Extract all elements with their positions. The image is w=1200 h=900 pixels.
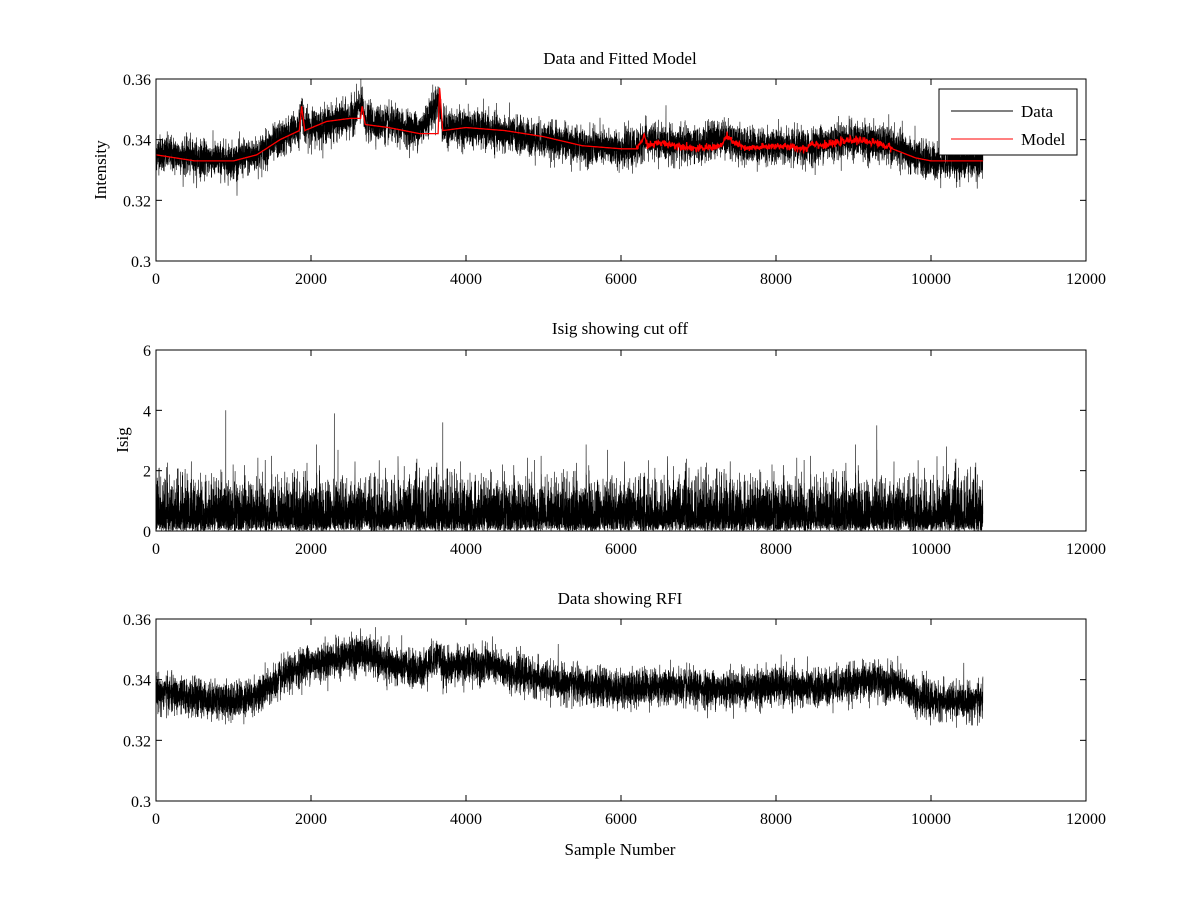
y-tick-label: 0.3: [131, 794, 151, 811]
panel-isig: Isig showing cut off Isig 0 2000 4000 6000 8…: [113, 319, 1106, 558]
x-tick-label: 2000: [295, 271, 327, 288]
x-tick-label: 10000: [911, 271, 951, 288]
y-tick-label: 0.32: [123, 193, 151, 210]
x-tick-label: 0: [152, 811, 160, 828]
x-tick-label: 6000: [605, 541, 637, 558]
x-tick-label: 2000: [295, 541, 327, 558]
x-axis-label: Sample Number: [565, 840, 676, 859]
axis-ticks: 0 2000 4000 6000 8000 10000 12000 0 2 4 6: [143, 343, 1106, 558]
legend: Data Model: [938, 88, 1078, 156]
y-tick-label: 0.36: [123, 72, 151, 89]
legend-label-model: Model: [1021, 130, 1066, 149]
x-tick-label: 12000: [1066, 541, 1106, 558]
x-tick-label: 12000: [1066, 271, 1106, 288]
x-tick-label: 8000: [760, 541, 792, 558]
y-tick-label: 0.36: [123, 612, 151, 629]
y-tick-label: 6: [143, 343, 151, 360]
plot-area: [155, 78, 984, 196]
x-tick-label: 4000: [450, 271, 482, 288]
y-axis-label: Isig: [113, 427, 132, 453]
axes-frame: [155, 78, 1087, 262]
series-line: [155, 410, 984, 532]
y-tick-label: 0.3: [131, 254, 151, 271]
plot-area: [155, 627, 984, 728]
panel-data-rfi: Data showing RFI 0 2000 4000 6000 8000 10000 1…: [123, 589, 1106, 859]
x-tick-label: 6000: [605, 271, 637, 288]
legend-label-data: Data: [1021, 102, 1054, 121]
y-tick-label: 0: [143, 524, 151, 541]
x-tick-label: 10000: [911, 541, 951, 558]
panel-title: Data and Fitted Model: [543, 49, 697, 68]
panel-data-and-model: Data and Fitted Model Intensity 0 2000 400…: [91, 49, 1106, 288]
series-line-model: [155, 88, 983, 162]
x-tick-label: 6000: [605, 811, 637, 828]
x-tick-label: 12000: [1066, 811, 1106, 828]
series-line-data: [155, 78, 984, 196]
x-tick-label: 2000: [295, 811, 327, 828]
x-tick-label: 10000: [911, 811, 951, 828]
axis-ticks: 0 2000 4000 6000 8000 10000 12000 0.3 0.32 0.34 0.…: [123, 72, 1106, 288]
x-tick-label: 8000: [760, 811, 792, 828]
panel-title: Data showing RFI: [558, 589, 683, 608]
x-tick-label: 0: [152, 541, 160, 558]
legend-box: [938, 88, 1078, 156]
series-line: [155, 627, 984, 728]
y-axis-label: Intensity: [91, 140, 110, 200]
x-tick-label: 0: [152, 271, 160, 288]
y-tick-label: 4: [143, 403, 151, 420]
panel-title: Isig showing cut off: [552, 319, 688, 338]
axis-ticks: 0 2000 4000 6000 8000 10000 12000 0.3 0.32 0.34 0.…: [123, 612, 1106, 828]
y-tick-label: 0.32: [123, 733, 151, 750]
x-tick-label: 4000: [450, 811, 482, 828]
y-tick-label: 2: [143, 464, 151, 481]
plot-area: [155, 410, 984, 532]
axes-frame: [155, 618, 1087, 802]
y-tick-label: 0.34: [123, 133, 151, 150]
y-tick-label: 0.34: [123, 673, 151, 690]
x-tick-label: 8000: [760, 271, 792, 288]
axes-frame: [155, 349, 1087, 532]
x-tick-label: 4000: [450, 541, 482, 558]
